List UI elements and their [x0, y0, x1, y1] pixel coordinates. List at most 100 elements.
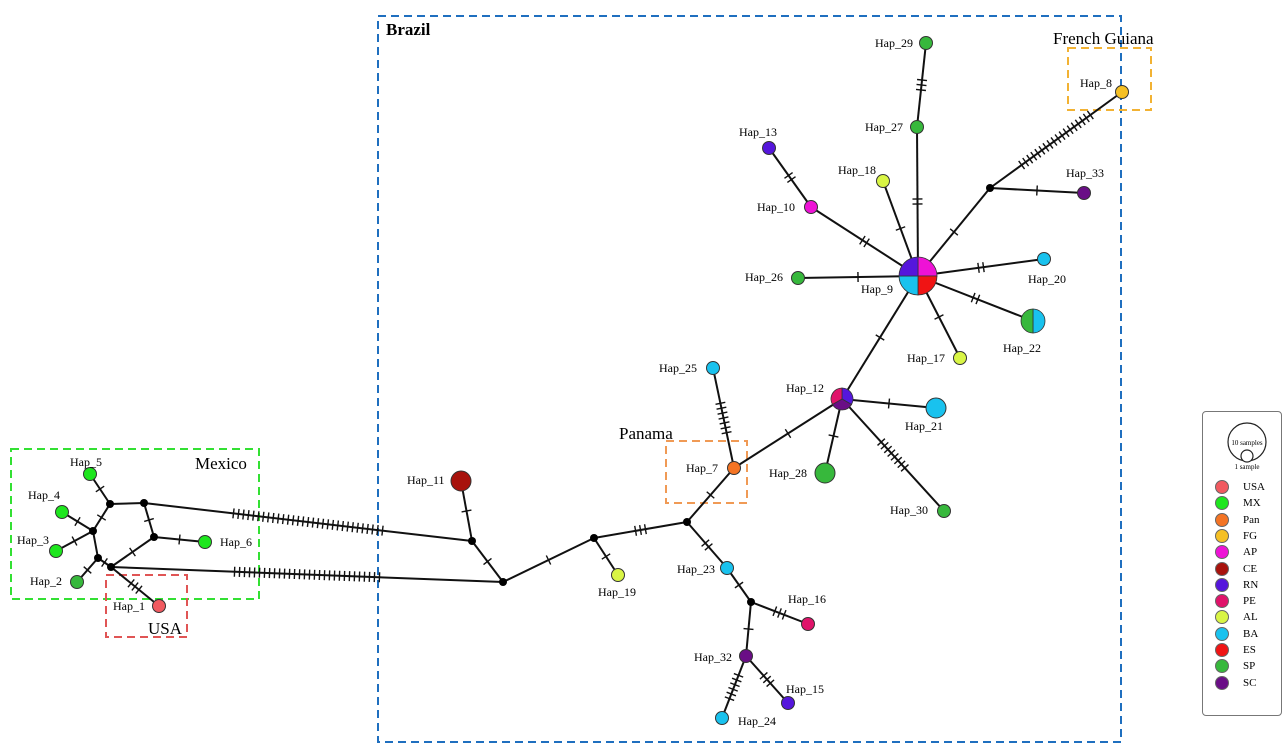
mutation-tick: [74, 516, 81, 527]
mutation-tick: [781, 609, 787, 620]
region-box-panama: [665, 440, 748, 504]
haplotype-label: Hap_19: [598, 585, 636, 599]
haplotype-label: Hap_15: [786, 682, 824, 696]
mutation-tick: [281, 514, 285, 525]
haplotype-node-hap-33[interactable]: [1077, 186, 1091, 200]
median-vector-node: [89, 527, 97, 535]
mutation-tick: [1036, 185, 1038, 196]
haplotype-pie-slice: [898, 256, 919, 277]
haplotype-label: Hap_20: [1028, 272, 1066, 286]
mutation-tick: [266, 512, 270, 523]
haplotype-node-hap-32[interactable]: [739, 649, 753, 663]
haplotype-label: Hap_13: [739, 125, 777, 139]
haplotype-node-hap-1[interactable]: [152, 599, 166, 613]
mutation-tick: [1066, 125, 1074, 135]
mutation-tick: [131, 582, 139, 591]
haplotype-label: Hap_26: [745, 270, 783, 284]
haplotype-pie-slice: [831, 398, 853, 411]
mutation-tick: [718, 416, 729, 420]
edge-Hap_9-Hap_22: [917, 275, 1034, 322]
haplotype-node-hap-17[interactable]: [953, 351, 967, 365]
mutation-tick: [859, 235, 866, 245]
mutation-tick: [916, 83, 927, 87]
legend-scale-small-circle: [1240, 449, 1254, 463]
mutation-tick: [721, 430, 732, 435]
legend-item-ce: CE: [1215, 560, 1257, 578]
haplotype-node-hap-27[interactable]: [910, 120, 924, 134]
haplotype-node-hap-2[interactable]: [70, 575, 84, 589]
haplotype-node-hap-10[interactable]: [804, 200, 818, 214]
haplotype-node-hap-26[interactable]: [791, 271, 805, 285]
region-box-mexico: [10, 448, 260, 600]
region-label-usa: USA: [148, 619, 183, 638]
mutation-tick: [356, 522, 359, 533]
haplotype-node-hap-3[interactable]: [49, 544, 63, 558]
mutation-tick: [96, 514, 107, 521]
edge-mv_pan-Hap_23: [686, 521, 728, 569]
legend-swatch: [1215, 626, 1229, 641]
haplotype-node-hap-28[interactable]: [814, 462, 836, 484]
mutation-tick: [346, 521, 350, 532]
legend-label: MX: [1243, 497, 1261, 510]
legend-label: AL: [1243, 611, 1258, 624]
haplotype-label: Hap_8: [1080, 76, 1112, 90]
haplotype-node-hap-30[interactable]: [937, 504, 951, 518]
haplotype-node-hap-13[interactable]: [762, 141, 776, 155]
haplotype-pie-slice: [917, 275, 938, 296]
legend-item-usa: USA: [1215, 478, 1265, 496]
haplotype-node-hap-5[interactable]: [83, 467, 97, 481]
haplotype-node-hap-9[interactable]: [898, 256, 938, 296]
haplotype-circle: [910, 120, 924, 134]
haplotype-node-hap-19[interactable]: [611, 568, 625, 582]
haplotype-node-hap-16[interactable]: [801, 617, 815, 631]
mutation-tick: [915, 88, 927, 92]
mutation-tick: [643, 524, 647, 535]
legend-item-pe: PE: [1215, 592, 1256, 610]
mutation-tick: [977, 262, 980, 273]
haplotype-label: Hap_21: [905, 419, 943, 433]
mutation-tick: [893, 456, 903, 465]
haplotype-label: Hap_33: [1066, 166, 1104, 180]
median-vector-node: [107, 563, 115, 571]
haplotype-circle: [55, 505, 69, 519]
haplotype-node-hap-6[interactable]: [198, 535, 212, 549]
mutation-tick: [1034, 148, 1042, 158]
haplotype-node-hap-22[interactable]: [1020, 308, 1046, 334]
haplotype-node-hap-25[interactable]: [706, 361, 720, 375]
legend-item-pan: Pan: [1215, 511, 1260, 529]
haplotype-circle: [720, 561, 734, 575]
haplotype-label: Hap_32: [694, 650, 732, 664]
mutation-tick: [237, 508, 240, 519]
edge-mv_fg-Hap_8: [989, 91, 1123, 189]
haplotype-circle: [198, 535, 212, 549]
haplotype-label: Hap_7: [686, 461, 718, 475]
haplotype-node-hap-18[interactable]: [876, 174, 890, 188]
haplotype-circle: [876, 174, 890, 188]
haplotype-node-hap-24[interactable]: [715, 711, 729, 725]
mutation-tick: [1086, 110, 1094, 120]
haplotype-node-hap-7[interactable]: [727, 461, 741, 475]
mutation-tick: [743, 627, 754, 631]
haplotype-node-hap-20[interactable]: [1037, 252, 1051, 266]
haplotype-node-hap-23[interactable]: [720, 561, 734, 575]
mutation-tick: [257, 511, 260, 522]
legend-label: SP: [1243, 660, 1256, 673]
region-label-french-guiana: French Guiana: [1053, 29, 1154, 48]
haplotype-node-hap-21[interactable]: [925, 397, 947, 419]
mutation-tick: [706, 491, 715, 499]
haplotype-circle: [49, 544, 63, 558]
mutation-tick: [271, 512, 275, 524]
haplotype-node-hap-11[interactable]: [450, 470, 472, 492]
haplotype-node-hap-15[interactable]: [781, 696, 795, 710]
mutation-tick: [777, 608, 782, 618]
haplotype-node-hap-12[interactable]: [830, 387, 854, 411]
haplotype-node-hap-4[interactable]: [55, 505, 69, 519]
mutation-tick: [135, 585, 143, 594]
haplotype-node-hap-29[interactable]: [919, 36, 933, 50]
haplotype-circle: [804, 200, 818, 214]
mutation-tick: [720, 426, 731, 430]
mutation-tick: [1022, 157, 1030, 167]
region-box-french-guiana: [1067, 47, 1152, 111]
haplotype-node-hap-8[interactable]: [1115, 85, 1129, 99]
